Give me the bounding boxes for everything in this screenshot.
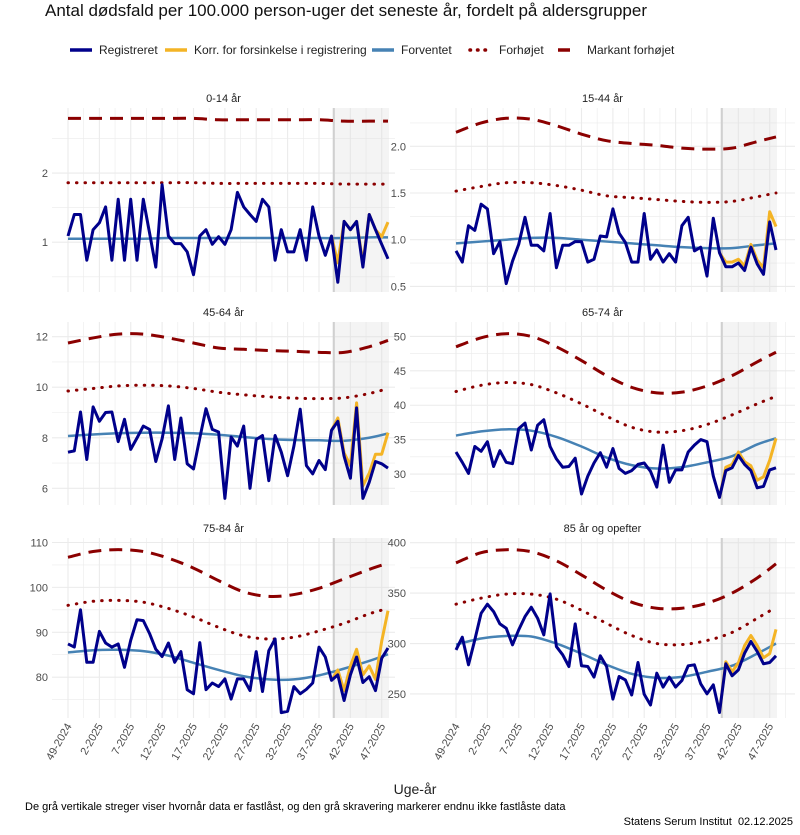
panel-title: 85 år og opefter <box>564 523 642 535</box>
panel-title: 15-44 år <box>582 93 623 105</box>
legend: Registreret Korr. for forsinkelse i regis… <box>70 43 675 57</box>
elevated-line <box>66 383 390 401</box>
registered-line <box>454 202 778 286</box>
markedly-elevated-line <box>67 116 388 123</box>
y-tick-label: 40 <box>394 400 406 412</box>
y-tick-label: 2.0 <box>391 141 406 153</box>
x-tick-label: 12-2025 <box>526 722 557 763</box>
x-tick-label: 27-2025 <box>620 722 651 763</box>
x-tick-label: 17-2025 <box>170 722 201 763</box>
x-tick-label: 22-2025 <box>201 722 232 763</box>
legend-label: Registreret <box>99 43 158 57</box>
panel-3: 65-74 år 30 35 40 45 50 <box>394 307 795 505</box>
x-tick-label: 22-2025 <box>589 722 620 763</box>
y-tick-label: 110 <box>30 537 48 549</box>
expected-line <box>455 236 777 250</box>
x-tick-label: 42-2025 <box>714 722 745 763</box>
corrected-line <box>330 610 390 693</box>
panel-title: 75-84 år <box>203 523 244 535</box>
caption: De grå vertikale streger viser hvornår d… <box>25 801 566 813</box>
registered-line <box>454 418 777 499</box>
panel-2: 45-64 år 6 8 10 12 <box>36 307 395 505</box>
x-tick-label: 12-2025 <box>138 722 169 763</box>
panel-1: 15-44 år 0.5 1.0 1.5 2.0 <box>391 93 795 293</box>
elevated-line <box>66 181 390 186</box>
elevated-line <box>66 598 390 641</box>
y-tick-label: 12 <box>36 332 48 344</box>
y-tick-label: 0.5 <box>391 281 406 293</box>
panel-title: 45-64 år <box>203 307 244 319</box>
y-tick-label: 300 <box>388 639 406 651</box>
x-tick-label: 42-2025 <box>326 722 357 763</box>
chart-title: Antal dødsfald per 100.000 person-uger d… <box>45 1 647 20</box>
y-tick-label: 250 <box>388 689 406 701</box>
registered-line <box>66 183 390 284</box>
x-tick-label: 37-2025 <box>295 722 326 763</box>
legend-label: Markant forhøjet <box>587 43 675 57</box>
legend-label: Forventet <box>401 43 452 57</box>
x-axis-label: Uge-år <box>394 781 437 797</box>
y-tick-label: 50 <box>394 331 406 343</box>
registered-line <box>67 404 389 500</box>
registered-line <box>454 592 778 714</box>
x-tick-label: 27-2025 <box>232 722 263 763</box>
expected-line <box>455 428 777 470</box>
markedly-elevated-line <box>455 548 777 611</box>
y-tick-label: 80 <box>36 672 48 684</box>
not-locked-shade <box>721 538 777 718</box>
panel-4: 75-84 år 80 90 100 110 49-2024 2-2025 7-2025 12-… <box>30 523 395 762</box>
markedly-elevated-line <box>455 332 777 395</box>
x-tick-label: 49-2024 <box>44 722 75 763</box>
not-locked-shade <box>721 322 777 505</box>
y-tick-label: 45 <box>394 366 406 378</box>
x-tick-label: 2-2025 <box>78 722 106 758</box>
markedly-elevated-line <box>67 332 389 355</box>
y-tick-label: 30 <box>394 469 406 481</box>
panel-5: 85 år og opefter 250 300 350 400 49-2024 2-202… <box>388 523 795 762</box>
corrected-line <box>718 437 778 498</box>
panel-0: 0-14 år 1 2 <box>42 93 395 292</box>
y-tick-label: 350 <box>388 588 406 600</box>
x-tick-label: 32-2025 <box>652 722 683 763</box>
y-tick-label: 90 <box>36 627 48 639</box>
x-tick-label: 49-2024 <box>432 722 463 763</box>
markedly-elevated-line <box>67 548 389 598</box>
x-tick-label: 37-2025 <box>683 722 714 763</box>
x-tick-label: 47-2025 <box>358 722 389 763</box>
y-tick-label: 1 <box>42 237 48 249</box>
panel-title: 65-74 år <box>582 307 623 319</box>
y-tick-label: 2 <box>42 168 48 180</box>
source-credit: Statens Serum Institut 02.12.2025 <box>624 816 793 828</box>
legend-label: Korr. for forsinkelse i registrering <box>194 43 367 57</box>
y-tick-label: 1.0 <box>391 235 406 247</box>
y-tick-label: 400 <box>388 538 406 550</box>
x-tick-label: 17-2025 <box>558 722 589 763</box>
y-tick-label: 35 <box>394 435 406 447</box>
y-tick-label: 6 <box>42 483 48 495</box>
y-tick-label: 10 <box>36 382 48 394</box>
elevated-line <box>454 592 778 647</box>
panel-title: 0-14 år <box>206 93 241 105</box>
y-tick-label: 100 <box>30 582 48 594</box>
y-tick-label: 8 <box>42 433 48 445</box>
not-locked-shade <box>721 108 777 292</box>
x-tick-label: 32-2025 <box>264 722 295 763</box>
y-tick-label: 1.5 <box>391 188 406 200</box>
legend-label: Forhøjet <box>499 43 544 57</box>
registered-line <box>67 608 390 715</box>
markedly-elevated-line <box>455 116 777 151</box>
x-tick-label: 7-2025 <box>498 722 526 758</box>
x-tick-label: 7-2025 <box>110 722 138 758</box>
x-tick-label: 2-2025 <box>466 722 494 758</box>
x-tick-label: 47-2025 <box>746 722 777 763</box>
